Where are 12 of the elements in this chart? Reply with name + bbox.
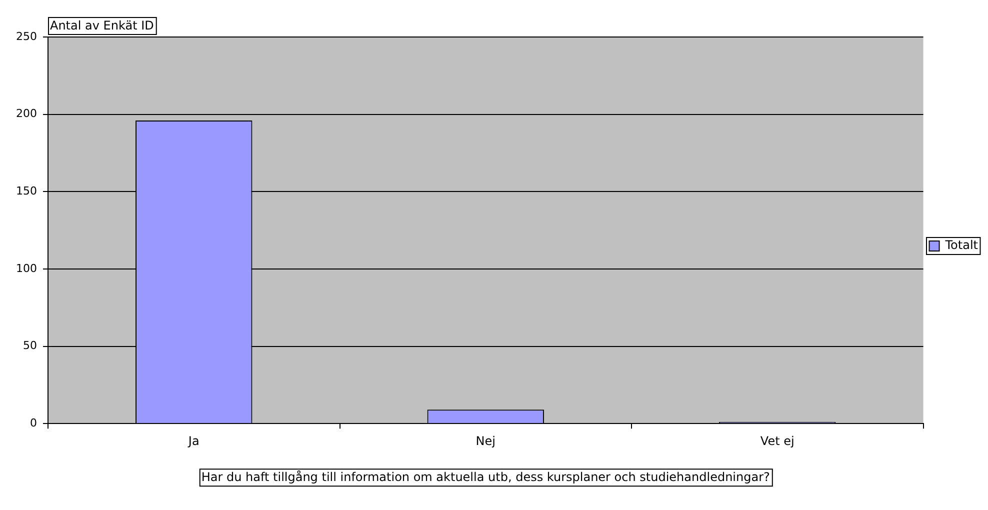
x-tick-label: Ja: [187, 434, 200, 448]
x-tick-label: Nej: [476, 434, 496, 448]
y-tick-label: 250: [16, 30, 37, 43]
y-tick-label: 100: [16, 262, 37, 275]
x-axis-title: Har du haft tillgång till information om aktuella utb, dess kursplaner och studiehandledningar?: [201, 470, 770, 484]
x-tick-label: Vet ej: [760, 434, 794, 448]
y-tick-label: 50: [22, 339, 37, 352]
y-tick-label: 150: [16, 184, 37, 198]
legend-label: Totalt: [944, 238, 978, 252]
y-axis-title: Antal av Enkät ID: [50, 18, 154, 33]
y-tick-label: 0: [30, 416, 37, 430]
y-tick-label: 200: [16, 107, 37, 120]
